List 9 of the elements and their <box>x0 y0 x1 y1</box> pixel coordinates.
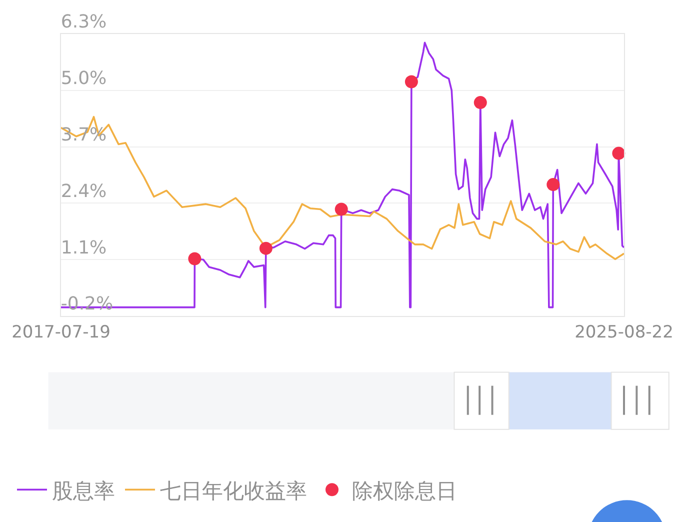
legend-label: 股息率 <box>52 478 115 503</box>
y-tick-label: 2.4% <box>60 180 107 202</box>
y-tick-label: 5.0% <box>60 68 107 90</box>
legend-label: 除权除息日 <box>352 478 457 503</box>
legend-label: 七日年化收益率 <box>160 478 307 503</box>
x-tick-label: 2017-07-19 <box>12 322 110 342</box>
y-tick-label: 6.3% <box>60 12 107 33</box>
y-tick-label: 1.1% <box>60 237 107 258</box>
x-tick-label: 2025-08-22 <box>574 322 674 342</box>
